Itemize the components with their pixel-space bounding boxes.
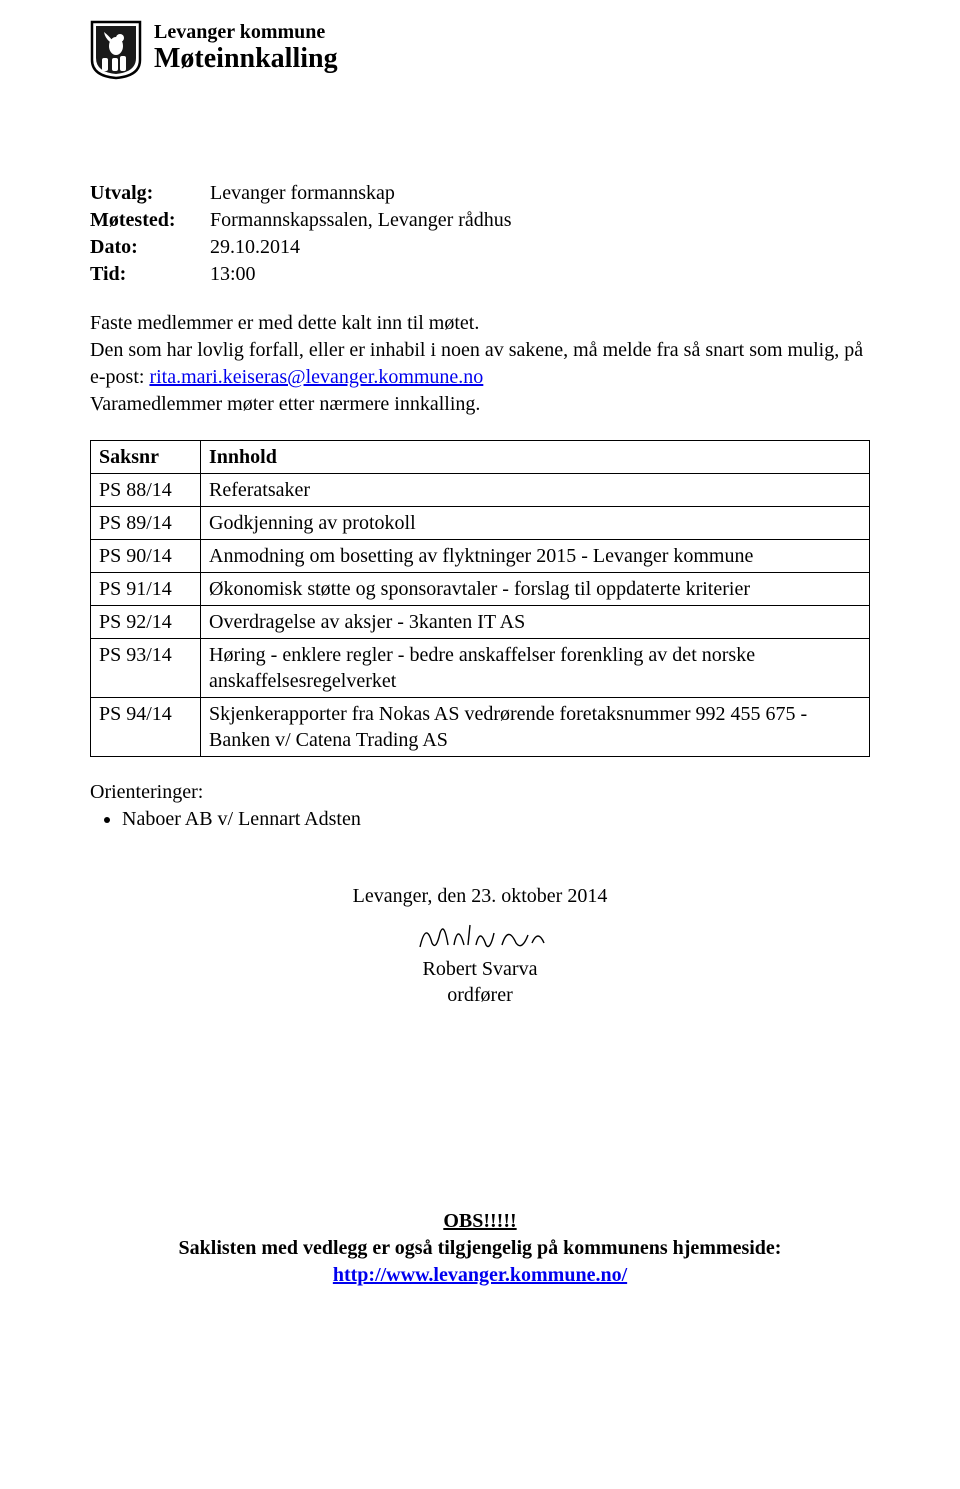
signature-name: Robert Svarva — [90, 956, 870, 982]
footer-obs: OBS!!!!! — [443, 1210, 516, 1232]
meta-value: 13:00 — [210, 261, 256, 288]
table-row: PS 94/14Skjenkerapporter fra Nokas AS ve… — [91, 698, 870, 757]
signature-title: ordfører — [90, 982, 870, 1008]
table-row: PS 90/14Anmodning om bosetting av flyktn… — [91, 540, 870, 573]
cell-saksnr: PS 93/14 — [91, 639, 201, 698]
signature-block: Levanger, den 23. oktober 2014 Robert Sv… — [90, 883, 870, 1008]
table-row: PS 93/14Høring - enklere regler - bedre … — [91, 639, 870, 698]
table-row: PS 89/14Godkjenning av protokoll — [91, 507, 870, 540]
column-header-saksnr: Saksnr — [91, 441, 201, 474]
intro-line: Varamedlemmer møter etter nærmere innkal… — [90, 391, 870, 418]
meta-row-dato: Dato: 29.10.2014 — [90, 234, 870, 261]
table-row: PS 91/14Økonomisk støtte og sponsoravtal… — [91, 573, 870, 606]
agenda-table: Saksnr Innhold PS 88/14Referatsaker PS 8… — [90, 440, 870, 757]
contact-email-link[interactable]: rita.mari.keiseras@levanger.kommune.no — [149, 366, 483, 388]
signature-date: Levanger, den 23. oktober 2014 — [90, 883, 870, 909]
cell-innhold: Økonomisk støtte og sponsoravtaler - for… — [201, 573, 870, 606]
orienteringer-heading: Orienteringer: — [90, 779, 870, 806]
intro-line: Den som har lovlig forfall, eller er inh… — [90, 337, 870, 391]
footer-url-link[interactable]: http://www.levanger.kommune.no/ — [333, 1264, 627, 1286]
cell-innhold: Overdragelse av aksjer - 3kanten IT AS — [201, 606, 870, 639]
cell-saksnr: PS 88/14 — [91, 474, 201, 507]
header-text: Levanger kommune Møteinnkalling — [154, 20, 338, 73]
meta-label: Utvalg: — [90, 180, 210, 207]
table-row: PS 92/14Overdragelse av aksjer - 3kanten… — [91, 606, 870, 639]
cell-saksnr: PS 89/14 — [91, 507, 201, 540]
intro-line: Faste medlemmer er med dette kalt inn ti… — [90, 310, 870, 337]
meta-row-tid: Tid: 13:00 — [90, 261, 870, 288]
cell-innhold: Høring - enklere regler - bedre anskaffe… — [201, 639, 870, 698]
cell-saksnr: PS 94/14 — [91, 698, 201, 757]
meta-value: Formannskapssalen, Levanger rådhus — [210, 207, 512, 234]
table-row: PS 88/14Referatsaker — [91, 474, 870, 507]
document-header: Levanger kommune Møteinnkalling — [90, 20, 870, 80]
signature-image — [410, 915, 550, 955]
column-header-innhold: Innhold — [201, 441, 870, 474]
meta-value: Levanger formannskap — [210, 180, 395, 207]
municipality-logo — [90, 20, 142, 80]
meta-row-utvalg: Utvalg: Levanger formannskap — [90, 180, 870, 207]
cell-saksnr: PS 92/14 — [91, 606, 201, 639]
intro-paragraph: Faste medlemmer er med dette kalt inn ti… — [90, 310, 870, 418]
table-header-row: Saksnr Innhold — [91, 441, 870, 474]
meeting-meta: Utvalg: Levanger formannskap Møtested: F… — [90, 180, 870, 288]
organization-name: Levanger kommune — [154, 22, 338, 42]
meta-label: Tid: — [90, 261, 210, 288]
cell-innhold: Referatsaker — [201, 474, 870, 507]
cell-innhold: Skjenkerapporter fra Nokas AS vedrørende… — [201, 698, 870, 757]
meta-label: Møtested: — [90, 207, 210, 234]
orienteringer-block: Orienteringer: Naboer AB v/ Lennart Adst… — [90, 779, 870, 833]
list-item: Naboer AB v/ Lennart Adsten — [122, 806, 870, 833]
footer-text: Saklisten med vedlegg er også tilgjengel… — [179, 1237, 782, 1259]
footer-notice: OBS!!!!! Saklisten med vedlegg er også t… — [90, 1208, 870, 1289]
cell-innhold: Anmodning om bosetting av flyktninger 20… — [201, 540, 870, 573]
meta-label: Dato: — [90, 234, 210, 261]
meta-row-motested: Møtested: Formannskapssalen, Levanger rå… — [90, 207, 870, 234]
orienteringer-list: Naboer AB v/ Lennart Adsten — [90, 806, 870, 833]
cell-saksnr: PS 90/14 — [91, 540, 201, 573]
cell-saksnr: PS 91/14 — [91, 573, 201, 606]
document-type: Møteinnkalling — [154, 45, 338, 73]
cell-innhold: Godkjenning av protokoll — [201, 507, 870, 540]
meta-value: 29.10.2014 — [210, 234, 300, 261]
